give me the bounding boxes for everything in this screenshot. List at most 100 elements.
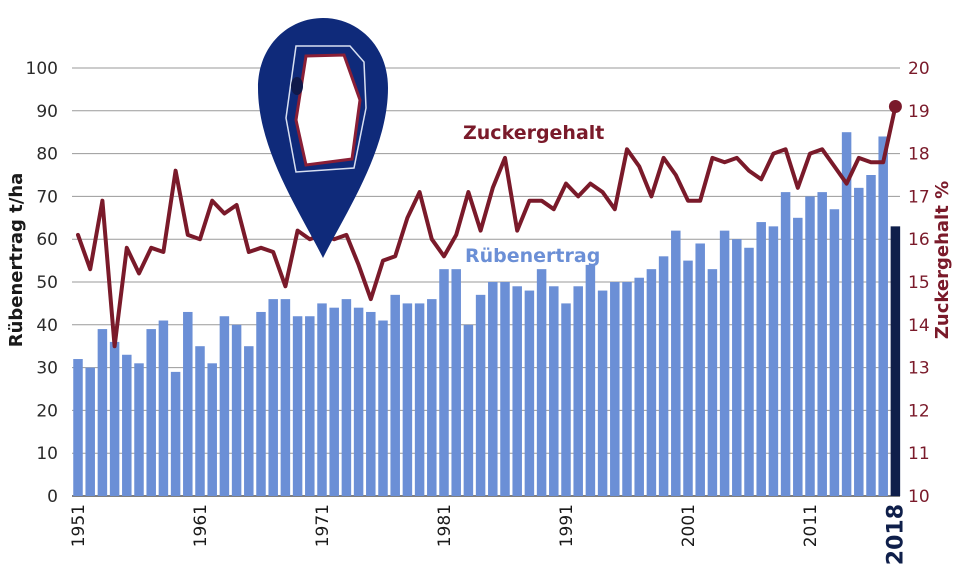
bar-1955 — [122, 354, 132, 496]
x-tick-label: 2011 — [801, 504, 821, 547]
left-tick-label: 80 — [36, 145, 58, 165]
series-label-zuckergehalt: Zuckergehalt — [463, 122, 604, 144]
bar-2004 — [719, 230, 730, 496]
bar-1984 — [475, 294, 486, 496]
left-tick-label: 100 — [26, 59, 58, 79]
bar-1953 — [97, 329, 108, 496]
bar-1999 — [658, 256, 669, 496]
bar-2015 — [854, 187, 864, 496]
series-label-ruebenertrag: Rübenertrag — [465, 245, 600, 267]
bar-1982 — [451, 269, 461, 496]
bar-1989 — [536, 269, 547, 496]
left-tick-label: 50 — [36, 273, 58, 293]
right-axis-ticks: 10 11 12 13 14 15 16 17 18 19 20 — [908, 59, 930, 507]
bar-2016 — [866, 175, 876, 496]
left-tick-label: 0 — [47, 487, 58, 507]
bar-1963 — [219, 316, 230, 496]
right-tick-label: 19 — [908, 102, 930, 122]
bar-1991 — [561, 303, 571, 496]
bar-1998 — [646, 269, 657, 496]
bar-1966 — [256, 311, 266, 496]
left-tick-label: 20 — [36, 401, 58, 421]
right-axis-title: Zuckergehalt % — [932, 181, 953, 339]
bar-1993 — [585, 264, 596, 496]
bar-1973 — [341, 299, 352, 496]
bar-2008 — [768, 226, 779, 497]
bar-1986 — [500, 282, 510, 496]
zuckergehalt-point-2018 — [888, 100, 902, 114]
bar-1954 — [109, 341, 120, 496]
x-tick-label: 1981 — [435, 504, 455, 547]
bar-2005 — [732, 239, 742, 496]
bar-2013 — [829, 209, 840, 497]
x-tick-label: 1961 — [191, 504, 211, 547]
bar-1951 — [73, 359, 83, 496]
bar-1980 — [427, 299, 437, 496]
bar-1997 — [634, 277, 644, 496]
bar-1958 — [158, 320, 169, 496]
right-tick-label: 14 — [908, 316, 930, 336]
x-axis-ticks: 1951 1961 1971 1981 1991 2001 2011 2018 — [69, 504, 908, 565]
bar-1964 — [231, 324, 242, 496]
map-pin-logo — [258, 18, 388, 258]
right-tick-label: 17 — [908, 187, 930, 207]
right-tick-label: 10 — [908, 487, 930, 507]
bar-2011 — [805, 196, 815, 496]
line-series-zuckergehalt — [76, 100, 902, 349]
right-tick-label: 20 — [908, 59, 930, 79]
bar-1956 — [134, 363, 144, 496]
bar-2014 — [841, 132, 852, 496]
bar-2009 — [780, 192, 791, 496]
bar-1961 — [195, 346, 205, 496]
left-axis-ticks: 0 10 20 30 40 50 60 70 80 90 100 — [26, 59, 58, 507]
left-axis-title: Rübenertrag t/ha — [6, 173, 27, 348]
bar-series-ruebenertrag — [73, 132, 901, 497]
right-tick-label: 13 — [908, 359, 930, 379]
bar-1957 — [146, 329, 156, 496]
bar-2006 — [744, 247, 754, 496]
x-tick-label: 1991 — [557, 504, 577, 547]
bar-1970 — [305, 316, 315, 496]
bar-1994 — [597, 290, 608, 496]
bar-1960 — [183, 311, 193, 496]
bar-2000 — [671, 230, 681, 496]
bar-1992 — [573, 286, 583, 496]
left-tick-label: 40 — [36, 316, 58, 336]
bar-1988 — [524, 290, 535, 496]
x-tick-label: 2018 — [883, 504, 908, 565]
bar-1985 — [488, 282, 498, 496]
left-tick-label: 60 — [36, 230, 58, 250]
bar-1983 — [463, 324, 474, 496]
bar-1979 — [414, 303, 425, 496]
bar-1981 — [439, 269, 449, 496]
bar-1987 — [512, 286, 522, 496]
bar-1975 — [366, 311, 376, 496]
bar-1959 — [170, 371, 181, 496]
bar-1995 — [610, 282, 620, 496]
left-tick-label: 70 — [36, 187, 58, 207]
bar-1996 — [622, 282, 632, 496]
x-tick-label: 1971 — [313, 504, 333, 547]
bar-1976 — [378, 320, 388, 496]
bar-1971 — [317, 303, 327, 496]
right-tick-label: 18 — [908, 145, 930, 165]
bar-1977 — [390, 294, 400, 496]
bar-1972 — [329, 307, 339, 496]
right-tick-label: 16 — [908, 230, 930, 250]
x-tick-label: 2001 — [679, 504, 699, 547]
bar-1978 — [402, 303, 413, 496]
bar-2003 — [707, 269, 718, 496]
x-tick-label: 1951 — [69, 504, 89, 547]
bar-2002 — [695, 243, 705, 496]
bar-1952 — [85, 367, 95, 496]
bar-2001 — [683, 260, 693, 496]
bar-1967 — [268, 299, 278, 496]
bar-1968 — [280, 299, 291, 496]
left-tick-label: 30 — [36, 359, 58, 379]
left-tick-label: 90 — [36, 102, 58, 122]
bar-2018 — [890, 226, 901, 497]
zuckergehalt-line — [76, 104, 898, 349]
bar-1974 — [353, 307, 364, 496]
right-tick-label: 12 — [908, 401, 930, 421]
bar-2012 — [817, 192, 827, 496]
